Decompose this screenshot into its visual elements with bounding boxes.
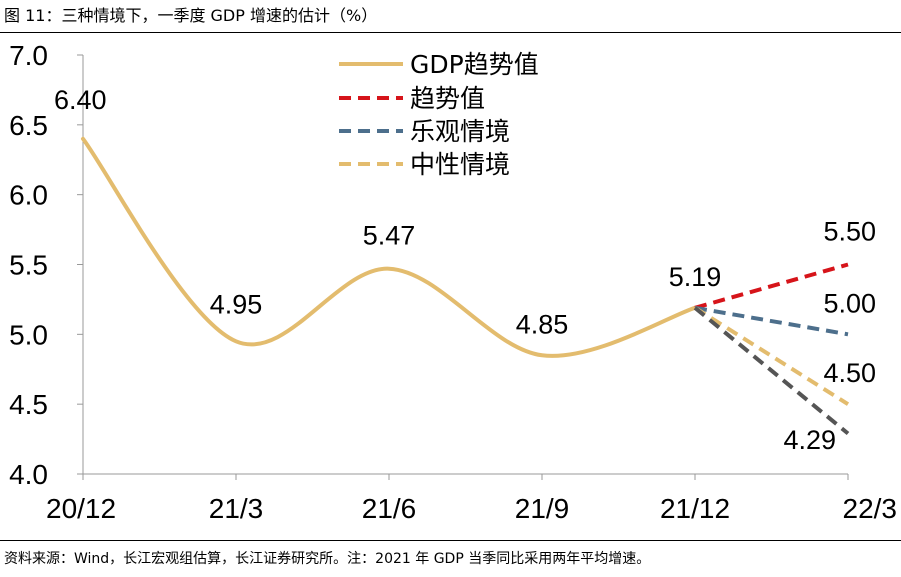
data-label: 5.47: [363, 221, 416, 251]
x-tick-label: 21/9: [515, 493, 570, 524]
y-tick-label: 4.0: [9, 459, 48, 490]
data-label-end: 4.50: [823, 358, 876, 388]
series-line-neutral: [693, 306, 850, 406]
series-line-pessimistic: [693, 306, 850, 436]
data-labels: 6.40 4.95 5.47 4.85 5.19 5.50 5.00 4.50 4.29: [54, 85, 876, 455]
top-rule: [0, 32, 901, 33]
legend-label: GDP趋势值: [410, 50, 539, 79]
x-tick-label: 21/3: [209, 493, 264, 524]
y-tick-label: 5.0: [9, 319, 48, 350]
data-label-end: 5.50: [823, 217, 876, 247]
data-label: 6.40: [54, 85, 107, 115]
data-label: 4.95: [210, 289, 263, 319]
series-line-gdp-trend: [81, 136, 697, 358]
x-tick-label: 22/3: [843, 493, 898, 524]
data-label: 4.85: [516, 309, 569, 339]
series-line-trend: [694, 262, 849, 310]
legend-label: 中性情境: [410, 150, 510, 179]
y-tick-label: 6.5: [9, 110, 48, 141]
x-tick-label: 21/6: [362, 493, 417, 524]
y-tick-label: 6.0: [9, 180, 48, 211]
series-line-optimistic: [694, 305, 849, 337]
data-label-end: 5.00: [823, 288, 876, 318]
source-note: 资料来源：Wind，长江宏观组估算，长江证券研究所。注：2021 年 GDP 当…: [4, 551, 651, 567]
legend-label: 乐观情境: [410, 117, 510, 146]
y-tick-label: 5.5: [9, 250, 48, 281]
legend-label: 趋势值: [410, 84, 485, 113]
axes: 7.0 6.5 6.0 5.5 5.0 4.5 4.020/12 21/3 21/6 21/9 21…: [9, 40, 897, 524]
gdp-scenario-chart: 7.0 6.5 6.0 5.5 5.0 4.5 4.020/12 21/3 21/6 21/9 21…: [9, 40, 897, 524]
data-label-end: 4.29: [783, 425, 836, 455]
figure-title: 图 11：三种情境下，一季度 GDP 增速的估计（%）: [4, 6, 378, 25]
data-label: 5.19: [669, 262, 722, 292]
series-layer: [81, 136, 850, 436]
bottom-rule: [0, 540, 901, 541]
x-tick-label: 21/12: [660, 493, 730, 524]
x-tick-label: 20/12: [46, 493, 116, 524]
y-tick-label: 7.0: [9, 40, 48, 71]
y-tick-label: 4.5: [9, 389, 48, 420]
